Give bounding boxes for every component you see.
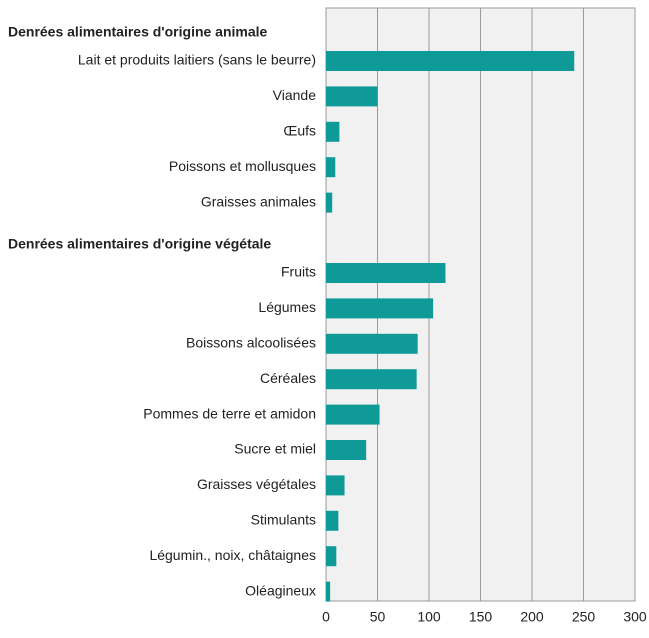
x-tick-label: 50 bbox=[370, 609, 386, 625]
bar bbox=[326, 369, 417, 390]
y-tick-label: Graisses végétales bbox=[197, 476, 316, 492]
x-tick-label: 150 bbox=[469, 609, 493, 625]
y-tick-label: Oléagineux bbox=[245, 582, 316, 598]
bar bbox=[326, 475, 345, 496]
bar bbox=[326, 440, 367, 460]
bar bbox=[326, 86, 378, 107]
x-tick-label: 250 bbox=[572, 609, 596, 625]
bar bbox=[326, 404, 380, 425]
bar bbox=[326, 546, 337, 567]
bar bbox=[326, 581, 331, 602]
y-tick-label: Légumin., noix, châtaignes bbox=[149, 547, 316, 563]
group-header: Denrées alimentaires d'origine animale bbox=[8, 24, 268, 40]
y-tick-label: Sucre et miel bbox=[234, 441, 316, 457]
x-tick-label: 100 bbox=[417, 609, 441, 625]
y-tick-label: Graisses animales bbox=[201, 193, 316, 209]
x-tick-label: 0 bbox=[322, 609, 330, 625]
group-header: Denrées alimentaires d'origine végétale bbox=[8, 236, 271, 252]
y-tick-label: Œufs bbox=[283, 123, 316, 139]
x-tick-label: 300 bbox=[623, 609, 647, 625]
y-tick-label: Viande bbox=[273, 87, 317, 103]
bar bbox=[326, 333, 418, 354]
bar bbox=[326, 51, 575, 71]
y-tick-label: Légumes bbox=[258, 299, 316, 315]
x-tick-label: 200 bbox=[520, 609, 544, 625]
bar bbox=[326, 263, 446, 283]
bar bbox=[326, 510, 339, 531]
y-tick-label: Lait et produits laitiers (sans le beurr… bbox=[78, 52, 316, 68]
bar bbox=[326, 192, 333, 213]
y-tick-label: Céréales bbox=[260, 370, 316, 386]
y-tick-label: Pommes de terre et amidon bbox=[143, 405, 316, 421]
bar bbox=[326, 157, 336, 178]
y-tick-label: Boissons alcoolisées bbox=[186, 335, 316, 351]
y-tick-label: Stimulants bbox=[251, 512, 316, 528]
y-tick-label: Poissons et mollusques bbox=[169, 158, 316, 174]
y-tick-label: Fruits bbox=[281, 264, 316, 280]
bar bbox=[326, 298, 434, 319]
bar bbox=[326, 121, 340, 142]
